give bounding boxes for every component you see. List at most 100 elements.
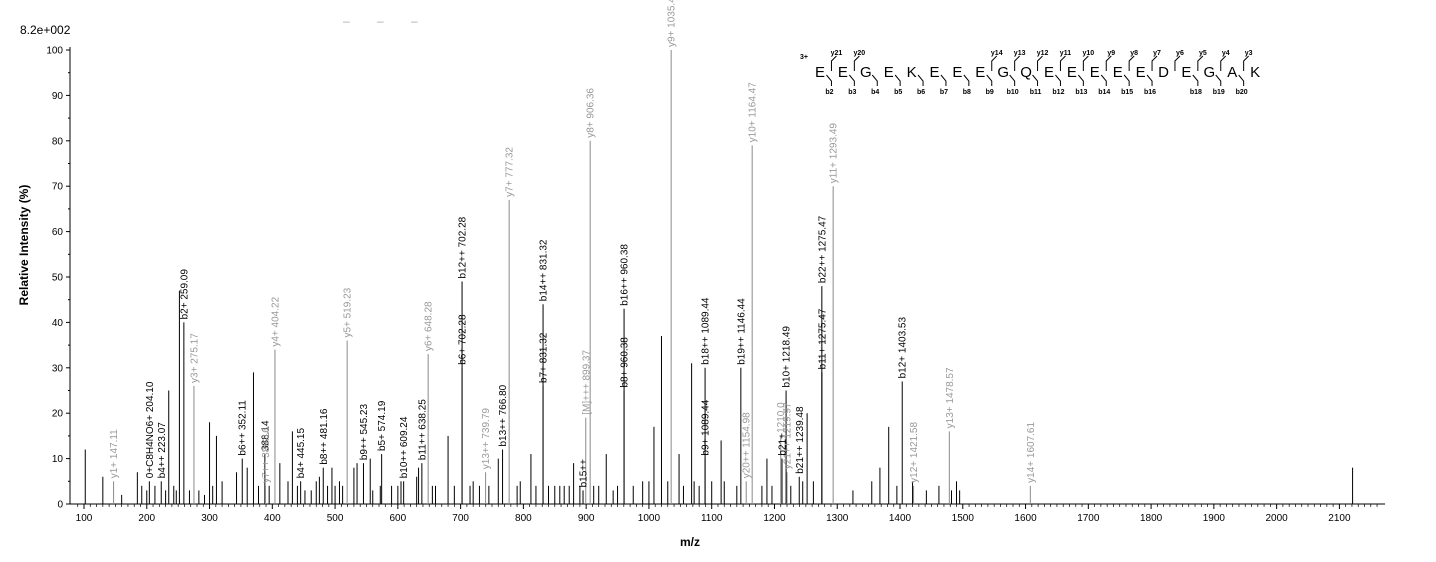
peak-label: y10+ 1164.47 (748, 82, 759, 143)
y-ion-label: y14 (991, 50, 1003, 57)
b-ion-label: b20 (1236, 89, 1248, 96)
x-tick-label: 1900 (1203, 513, 1226, 524)
y-tick-label: 80 (52, 136, 64, 147)
peak-label: b13++ 766.80 (498, 384, 509, 446)
b-cleavage-mark (963, 74, 970, 86)
b-ion-label: b11 (1030, 89, 1042, 96)
y-ion-label: y6 (1176, 50, 1184, 57)
b-cleavage-mark (1009, 74, 1016, 86)
y-cleavage-mark (1059, 55, 1066, 71)
y-cleavage-mark (1243, 55, 1250, 71)
peak-label: b16++ 960.38 (620, 244, 631, 306)
x-tick-label: 1200 (763, 513, 786, 524)
y-tick-label: 40 (52, 318, 64, 329)
peak-label: 388.14 (260, 420, 271, 451)
sequence-residue: E (929, 64, 939, 81)
b-ion-label: b19 (1213, 89, 1225, 96)
y-cleavage-mark (1197, 55, 1204, 71)
y-ion-label: y20 (854, 50, 866, 57)
b-cleavage-mark (848, 74, 855, 86)
y-cleavage-mark (1174, 55, 1181, 71)
sequence-residue: E (1090, 64, 1100, 81)
y-tick-label: 100 (46, 46, 63, 57)
sequence-residue: G (860, 64, 872, 81)
y-cleavage-mark (1128, 55, 1135, 71)
sequence-residue: D (1158, 64, 1169, 81)
peak-label: b21+ (778, 433, 789, 456)
peak-label: b6++ 352.11 (238, 400, 249, 456)
x-tick-label: 400 (264, 513, 281, 524)
peak-label: y1+ 147.11 (109, 429, 120, 478)
b-cleavage-mark (1215, 74, 1222, 86)
y-tick-label: 60 (52, 227, 64, 238)
x-tick-label: 700 (452, 513, 469, 524)
x-tick-label: 1500 (952, 513, 975, 524)
y-tick-label: 0 (57, 500, 63, 511)
peak-label: y8+ 906.36 (586, 88, 597, 138)
x-axis-title: m/z (680, 535, 700, 549)
peak-label: b10+ 1218.49 (782, 326, 793, 388)
b-cleavage-mark (940, 74, 947, 86)
peak-labels: y1+ 147.11 0+C8H4NO6+ 204.10 b4++ 223.07 b2… (109, 0, 1037, 487)
peak-label: b9+ 1089.44 (701, 399, 712, 455)
x-tick-label: 200 (138, 513, 155, 524)
y-cleavage-mark (1037, 55, 1043, 71)
b-cleavage-mark (1146, 74, 1153, 86)
b-ion-label: b5 (894, 89, 902, 96)
b-ion-label: b2 (825, 89, 833, 96)
x-tick-label: 1700 (1077, 513, 1100, 524)
peak-label: b5+ 574.19 (377, 400, 388, 451)
x-tick-label: 800 (515, 513, 532, 524)
b-cleavage-mark (1077, 74, 1084, 86)
b-cleavage-mark (917, 74, 924, 86)
x-tick-label: 500 (327, 513, 344, 524)
charge-label: 3+ (800, 54, 808, 61)
b-cleavage-mark (1100, 74, 1107, 86)
x-tick-label: 600 (390, 513, 407, 524)
y-tick-label: 90 (52, 91, 64, 102)
peaks (84, 50, 1354, 504)
b-ion-label: b3 (848, 89, 856, 96)
peak-label: y3+ 275.17 (189, 333, 200, 383)
top-marks: – – – (343, 14, 418, 28)
y-tick-label: 10 (52, 454, 64, 465)
b-ion-label: b18 (1190, 89, 1202, 96)
peak-label: y20++ 1154.98 (742, 412, 753, 478)
peak-label: b11++ 638.25 (417, 399, 428, 460)
b-cleavage-mark (826, 74, 832, 86)
chart-axes (69, 47, 1385, 505)
b-ion-label: b7 (940, 89, 948, 96)
b-cleavage-mark (1238, 74, 1245, 86)
sequence-residue: K (907, 64, 917, 81)
sequence-residue: E (952, 64, 962, 81)
b-ion-label: b9 (986, 89, 994, 96)
y-ticks: 0 10 20 30 40 50 60 70 80 90 100 (46, 46, 70, 511)
sequence-residue: E (1113, 64, 1123, 81)
peak-label: y4+ 404.22 (270, 296, 281, 346)
peak-label: b19++ 1146.44 (736, 298, 747, 365)
peak-label: b14++ 831.32 (539, 239, 550, 301)
b-ion-label: b13 (1075, 89, 1087, 96)
x-tick-label: 2000 (1266, 513, 1289, 524)
y-tick-label: 50 (52, 273, 64, 284)
sequence-residue: E (1181, 64, 1191, 81)
b-cleavage-mark (1123, 74, 1130, 86)
x-tick-label: 300 (201, 513, 218, 524)
b-cleavage-mark (1032, 74, 1039, 86)
y-cleavage-mark (1014, 55, 1021, 71)
y-tick-label: 30 (52, 363, 64, 374)
b-cleavage-mark (894, 74, 901, 86)
y-cleavage-mark (830, 55, 837, 71)
peak-label: b6+ 702.28 (458, 314, 469, 365)
peak-label: y6+ 648.28 (424, 301, 435, 351)
x-tick-label: 1300 (826, 513, 849, 524)
sequence-residue: E (1067, 64, 1077, 81)
b-ion-label: b15 (1121, 89, 1133, 96)
x-tick-label: 1100 (701, 513, 723, 524)
b-cleavage-mark (871, 74, 878, 86)
x-tick-label: 100 (76, 513, 93, 524)
peak-label: y13++ 739.79 (481, 408, 492, 470)
peak-label: b4+ 445.15 (296, 428, 307, 479)
